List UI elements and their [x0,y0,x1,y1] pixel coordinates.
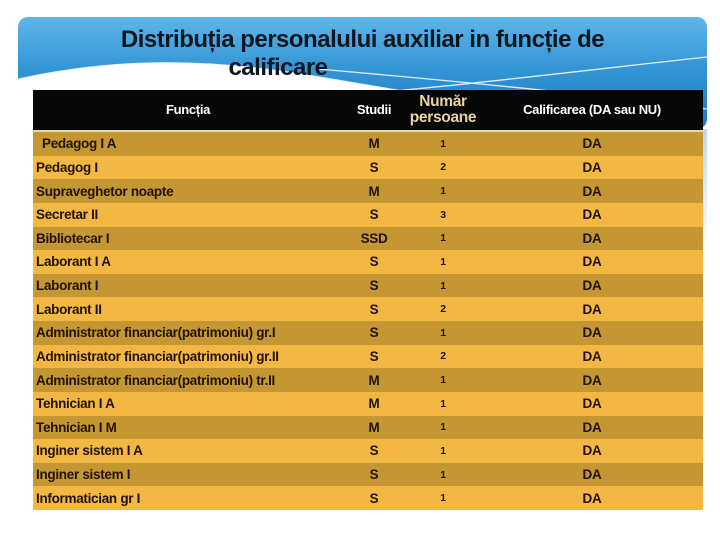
table-row: Informatician gr I S 1 DA [33,486,703,510]
table-row: Administrator financiar(patrimoniu) gr.I… [33,344,703,369]
cell-studii: S [369,159,379,175]
cell-studii: SSD [360,230,388,246]
table-row: Laborant II S 2 DA [33,297,703,321]
table-row: Supraveghetor noapte M 1 DA [33,179,703,203]
cell-calificarea: DA [582,230,602,246]
cell-studii: M [368,396,380,412]
cell-calificarea: DA [582,301,602,317]
cell-numar: 1 [440,421,446,434]
cell-numar: 2 [440,161,446,174]
cell-numar: 1 [440,185,446,198]
cell-calificarea: DA [582,467,602,483]
cell-numar: 1 [440,326,446,339]
table-row: Bibliotecar I SSD 1 DA [33,226,703,251]
cell-calificarea: DA [582,159,602,175]
cell-functia: Laborant I A [36,254,111,270]
table-row: Tehnician I A M 1 DA [33,391,703,416]
cell-functia: Tehnician I M [36,419,117,435]
table-row: Laborant I A S 1 DA [33,250,703,274]
cell-calificarea: DA [582,372,602,388]
cell-numar: 1 [440,492,446,505]
cell-numar: 2 [440,303,446,316]
column-header-functia: Funcția [165,102,211,118]
cell-studii: M [368,372,380,388]
cell-studii: M [368,419,380,435]
cell-functia: Administrator financiar(patrimoniu) gr.I… [36,348,279,364]
cell-numar: 1 [440,279,446,292]
table-row: Pedagog I S 2 DA [33,155,703,180]
cell-functia: Pedagog I A [42,136,117,152]
cell-numar: 2 [440,350,446,363]
cell-studii: S [369,467,379,483]
cell-numar: 3 [440,208,446,221]
cell-studii: S [369,490,379,506]
table-row: Tehnician I M M 1 DA [33,415,703,440]
cell-functia: Pedagog I [36,159,98,175]
page-title-line1: Distribuția personalului auxiliar in fun… [120,26,605,53]
cell-calificarea: DA [582,254,602,270]
cell-studii: S [369,207,379,223]
cell-numar: 1 [440,137,446,150]
cell-functia: Inginer sistem I [36,467,131,483]
cell-studii: S [369,301,379,317]
table-row: Administrator financiar(patrimoniu) gr.I… [33,321,703,345]
table-row: Laborant I S 1 DA [33,273,703,298]
table-header-row: Funcția Studii Număr persoane Calificare… [33,90,703,132]
table-row: Inginer sistem I S 1 DA [33,462,703,487]
cell-studii: M [368,183,380,199]
cell-functia: Supraveghetor noapte [36,183,174,199]
cell-studii: M [368,136,380,152]
cell-functia: Inginer sistem I A [36,443,143,459]
cell-numar: 1 [440,255,446,268]
cell-functia: Laborant II [36,301,102,317]
cell-numar: 1 [440,232,446,245]
cell-calificarea: DA [582,207,602,223]
table-row: Inginer sistem I A S 1 DA [33,439,703,463]
cell-calificarea: DA [582,325,602,341]
table-row: Administrator financiar(patrimoniu) tr.I… [33,368,703,392]
cell-studii: S [369,348,379,364]
cell-functia: Informatician gr I [36,490,141,506]
page-title-line2: calificare [228,54,328,81]
column-header-numar-line2: persoane [409,109,477,126]
cell-numar: 1 [440,374,446,387]
table-body: Pedagog I A M 1 DA Pedagog I S 2 DA Supravegheto… [33,132,703,510]
cell-studii: S [369,254,379,270]
cell-calificarea: DA [582,278,602,294]
cell-numar: 1 [440,444,446,457]
column-header-studii: Studii [356,102,392,118]
table-row: Secretar II S 3 DA [33,202,703,227]
cell-calificarea: DA [582,396,602,412]
cell-calificarea: DA [582,419,602,435]
banner-fade-strip [702,129,707,254]
cell-functia: Secretar II [36,207,98,223]
cell-calificarea: DA [582,490,602,506]
cell-functia: Tehnician I A [36,396,115,412]
cell-calificarea: DA [582,348,602,364]
cell-calificarea: DA [582,443,602,459]
cell-studii: S [369,278,379,294]
staff-qualification-table: Funcția Studii Număr persoane Calificare… [33,90,703,510]
column-header-numar-line1: Număr [419,92,467,110]
cell-calificarea: DA [582,183,602,199]
cell-functia: Bibliotecar I [36,230,110,246]
cell-functia: Administrator financiar(patrimoniu) gr.I [36,325,276,341]
table-row: Pedagog I A M 1 DA [33,132,703,156]
cell-functia: Laborant I [36,278,99,294]
column-header-numar-persoane: Număr persoane [405,92,481,127]
column-header-calificarea: Calificarea (DA sau NU) [523,102,661,118]
cell-calificarea: DA [582,136,602,152]
cell-numar: 1 [440,468,446,481]
cell-studii: S [369,325,379,341]
cell-numar: 1 [440,397,446,410]
cell-functia: Administrator financiar(patrimoniu) tr.I… [36,372,275,388]
cell-studii: S [369,443,379,459]
